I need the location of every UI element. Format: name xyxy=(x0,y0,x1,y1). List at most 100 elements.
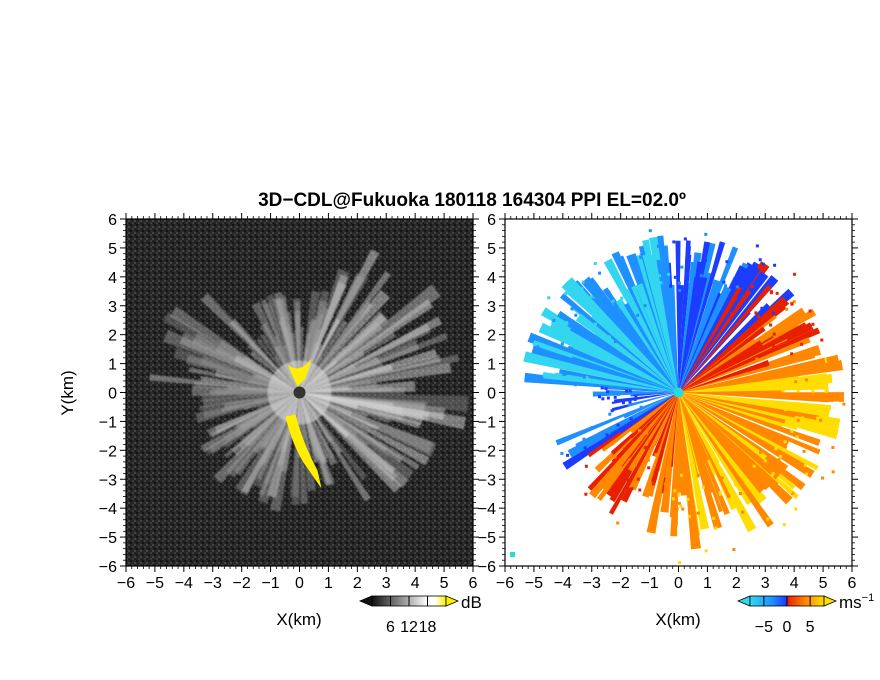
velocity-beam xyxy=(682,392,829,403)
velocity-speckle xyxy=(800,342,804,346)
velocity-speckle xyxy=(636,477,640,481)
velocity-beam xyxy=(682,379,829,393)
velocity-speckle xyxy=(547,296,551,300)
velocity-speckle xyxy=(638,488,642,492)
velocity-beam xyxy=(679,241,726,389)
velocity-speckle xyxy=(714,526,718,530)
velocity-speckle xyxy=(786,335,790,339)
y-tick-label: 2 xyxy=(487,328,496,345)
snr-colorbar-unit: dB xyxy=(461,593,482,612)
y-tick-label: −3 xyxy=(99,472,117,489)
velocity-speckle xyxy=(793,272,797,276)
x-tick-label: −2 xyxy=(612,575,630,592)
snr-beam xyxy=(169,306,300,393)
velocity-speckle xyxy=(781,389,785,393)
velocity-beam xyxy=(681,395,772,491)
velocity-speckle xyxy=(712,516,716,520)
velocity-speckle xyxy=(696,474,700,478)
velocity-beam xyxy=(581,276,677,390)
velocity-speckle xyxy=(536,345,540,349)
velocity-beam xyxy=(646,396,678,534)
velocity-beam xyxy=(669,396,679,518)
velocity-beam xyxy=(678,261,697,389)
x-tick-label: 6 xyxy=(848,575,857,592)
velocity-speckle xyxy=(760,306,764,310)
velocity-speckle xyxy=(680,265,684,269)
velocity-speckle xyxy=(735,285,739,289)
velocity-speckle xyxy=(639,255,643,259)
velocity-speckle xyxy=(774,447,778,451)
velocity-speckle xyxy=(687,514,691,518)
velocity-speckle xyxy=(723,284,727,288)
velocity-speckle xyxy=(772,332,776,336)
velocity-speckle xyxy=(734,283,738,287)
velocity-speckle xyxy=(663,482,667,486)
snr-radar-site xyxy=(293,386,306,399)
velocity-beam xyxy=(664,396,679,479)
velocity-speckle xyxy=(584,464,588,468)
velocity-speckle xyxy=(820,338,824,342)
velocity-speckle xyxy=(589,295,593,299)
velocity-speckle xyxy=(842,402,846,406)
velocity-beam xyxy=(628,396,677,491)
y-tick-label: −1 xyxy=(478,414,496,431)
velocity-beam xyxy=(624,394,676,434)
y-tick-label: −2 xyxy=(99,443,117,460)
velocity-beam xyxy=(532,340,675,392)
velocity-beam xyxy=(682,394,791,447)
velocity-speckle xyxy=(699,274,703,278)
velocity-speckle xyxy=(620,296,624,300)
velocity-beam xyxy=(679,396,699,479)
velocity-beam xyxy=(642,396,678,498)
snr-beam xyxy=(299,289,391,393)
velocity-speckle xyxy=(782,523,786,527)
velocity-speckle xyxy=(558,332,562,336)
velocity-beam xyxy=(681,296,790,390)
velocity-speckle xyxy=(560,342,564,346)
x-tick-label: −4 xyxy=(554,575,572,592)
velocity-beam xyxy=(681,395,793,505)
velocity-speckle xyxy=(720,476,724,480)
velocity-colorbar-unit: ms−1 xyxy=(839,592,874,612)
velocity-speckle xyxy=(570,307,574,311)
x-tick-label: −5 xyxy=(146,575,164,592)
velocity-speckle xyxy=(598,271,602,275)
snr-beam xyxy=(299,392,402,493)
velocity-beam xyxy=(587,395,676,493)
y-tick-label: −6 xyxy=(478,559,496,576)
velocity-speckle xyxy=(775,291,779,295)
velocity-speckle xyxy=(606,390,610,394)
velocity-speckle xyxy=(790,429,794,433)
velocity-beam xyxy=(558,369,675,392)
velocity-speckle xyxy=(801,416,805,420)
velocity-beam xyxy=(682,393,799,431)
velocity-beam xyxy=(682,392,832,411)
velocity-speckle xyxy=(686,497,690,501)
colorbar-tick-label: 12 xyxy=(400,619,418,636)
y-tick-label: 4 xyxy=(487,270,496,287)
y-tick-label: −3 xyxy=(478,472,496,489)
velocity-beam xyxy=(679,396,706,465)
velocity-speckle xyxy=(654,453,658,457)
velocity-speckle xyxy=(756,315,760,319)
velocity-speckle xyxy=(755,244,759,248)
velocity-speckle xyxy=(607,290,611,294)
velocity-beam xyxy=(618,394,676,434)
velocity-speckle xyxy=(657,274,661,278)
velocity-beam xyxy=(557,310,676,391)
velocity-speckle xyxy=(617,392,621,396)
x-tick-label: −1 xyxy=(640,575,658,592)
velocity-beam xyxy=(681,395,766,494)
velocity-speckle xyxy=(675,507,679,511)
velocity-beam xyxy=(627,393,675,407)
velocity-speckle xyxy=(644,431,648,435)
snr-x-axis-label: X(km) xyxy=(276,610,321,629)
velocity-speckle xyxy=(823,412,827,416)
snr-colorbar: 6 12 18 dB xyxy=(358,593,482,636)
velocity-beam xyxy=(620,265,677,389)
velocity-speckle xyxy=(816,419,820,423)
velocity-speckle xyxy=(639,405,643,409)
velocity-speckle xyxy=(718,490,722,494)
velocity-speckle xyxy=(738,492,742,496)
velocity-speckle xyxy=(747,275,751,279)
